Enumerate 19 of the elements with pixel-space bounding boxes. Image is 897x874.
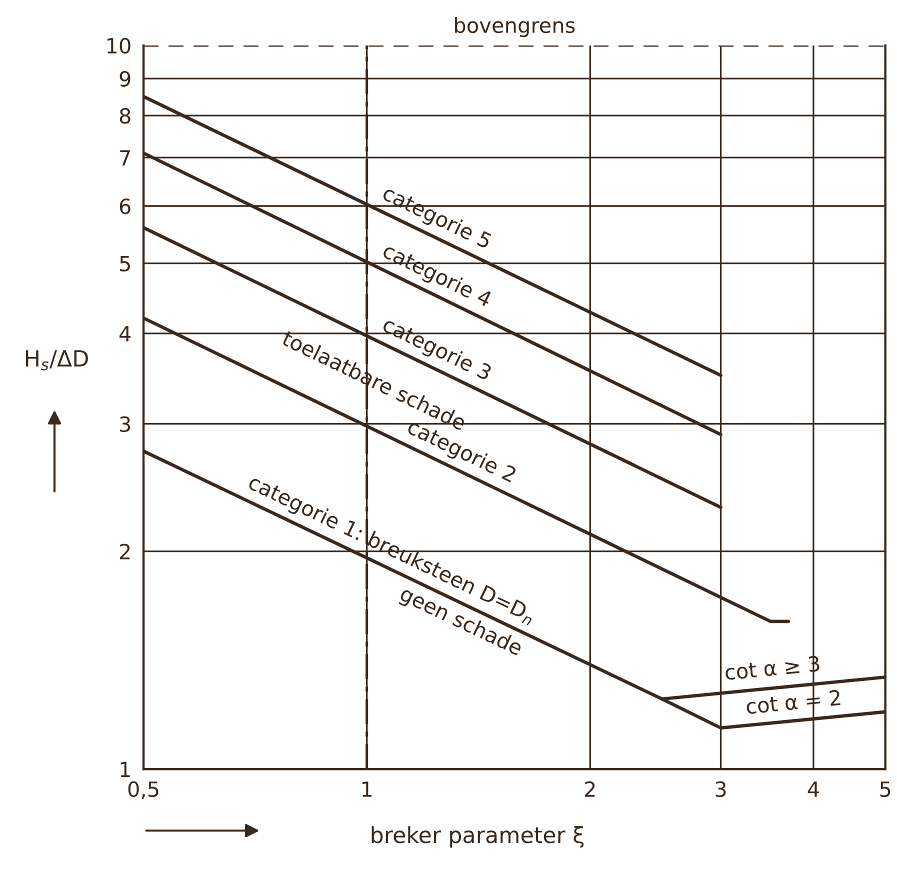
y-tick-label: 3 xyxy=(120,416,130,432)
x-tick-label: 1 xyxy=(362,782,372,797)
x-tick-label: 0,5 xyxy=(128,781,158,800)
y-tick-label: 9 xyxy=(120,71,130,87)
y-tick-label: 6 xyxy=(120,198,130,214)
y-tick-label: 5 xyxy=(120,256,130,272)
y-tick-label: 1 xyxy=(120,762,130,778)
ref-line-label: bovengrens xyxy=(455,16,575,38)
x-tick-label: 5 xyxy=(880,782,890,798)
y-tick-label: 7 xyxy=(120,150,130,166)
x-tick-label: 2 xyxy=(585,781,595,797)
y-tick-label: 8 xyxy=(120,108,130,124)
y-tick-label: 4 xyxy=(119,326,131,342)
x-axis-title: breker parameter ξ xyxy=(372,826,584,848)
y-tick-label: 10 xyxy=(107,38,130,54)
y-tick-label: 2 xyxy=(120,544,130,560)
x-tick-label: 3 xyxy=(716,781,726,798)
y-axis-title: H$_{s}$/ΔD xyxy=(26,350,88,370)
x-tick-label: 4 xyxy=(808,782,819,797)
